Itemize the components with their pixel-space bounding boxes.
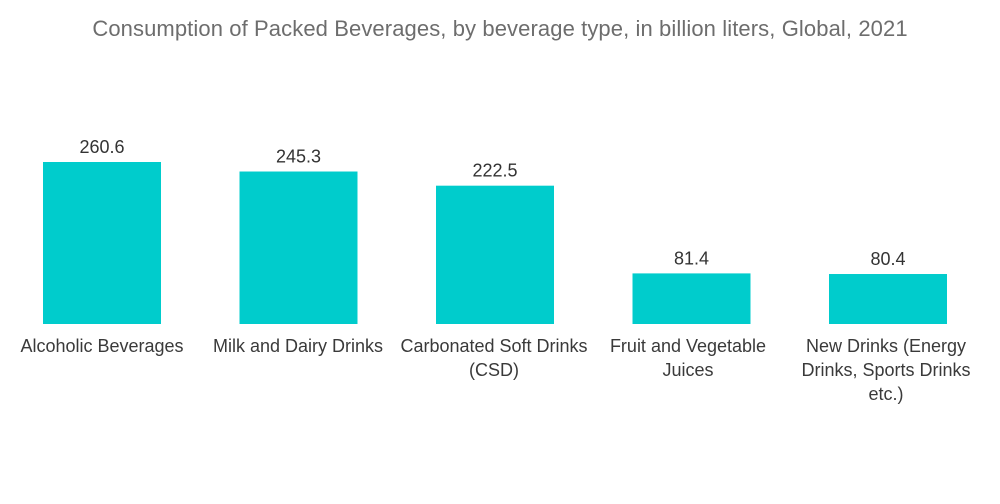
value-label-3: 222.5 <box>472 161 517 181</box>
category-label: Carbonated Soft Drinks (CSD) <box>400 336 588 380</box>
value-label-2: 245.3 <box>276 147 321 167</box>
category-label: Milk and Dairy Drinks <box>212 336 384 356</box>
category-label: New Drinks (Energy Drinks, Sports Drinks… <box>801 336 971 404</box>
value-label-5: 80.4 <box>870 249 905 269</box>
bar-4 <box>632 273 751 324</box>
value-label-1: 260.6 <box>79 137 124 157</box>
bar-2 <box>239 171 358 324</box>
value-label-4: 81.4 <box>674 248 709 268</box>
bar-5 <box>829 274 947 324</box>
chart-title: Consumption of Packed Beverages, by beve… <box>92 16 908 41</box>
bar-1 <box>43 162 161 324</box>
category-label: Alcoholic Beverages <box>20 336 184 356</box>
category-label: Fruit and Vegetable Juices <box>609 336 767 380</box>
bar-3 <box>436 185 554 324</box>
